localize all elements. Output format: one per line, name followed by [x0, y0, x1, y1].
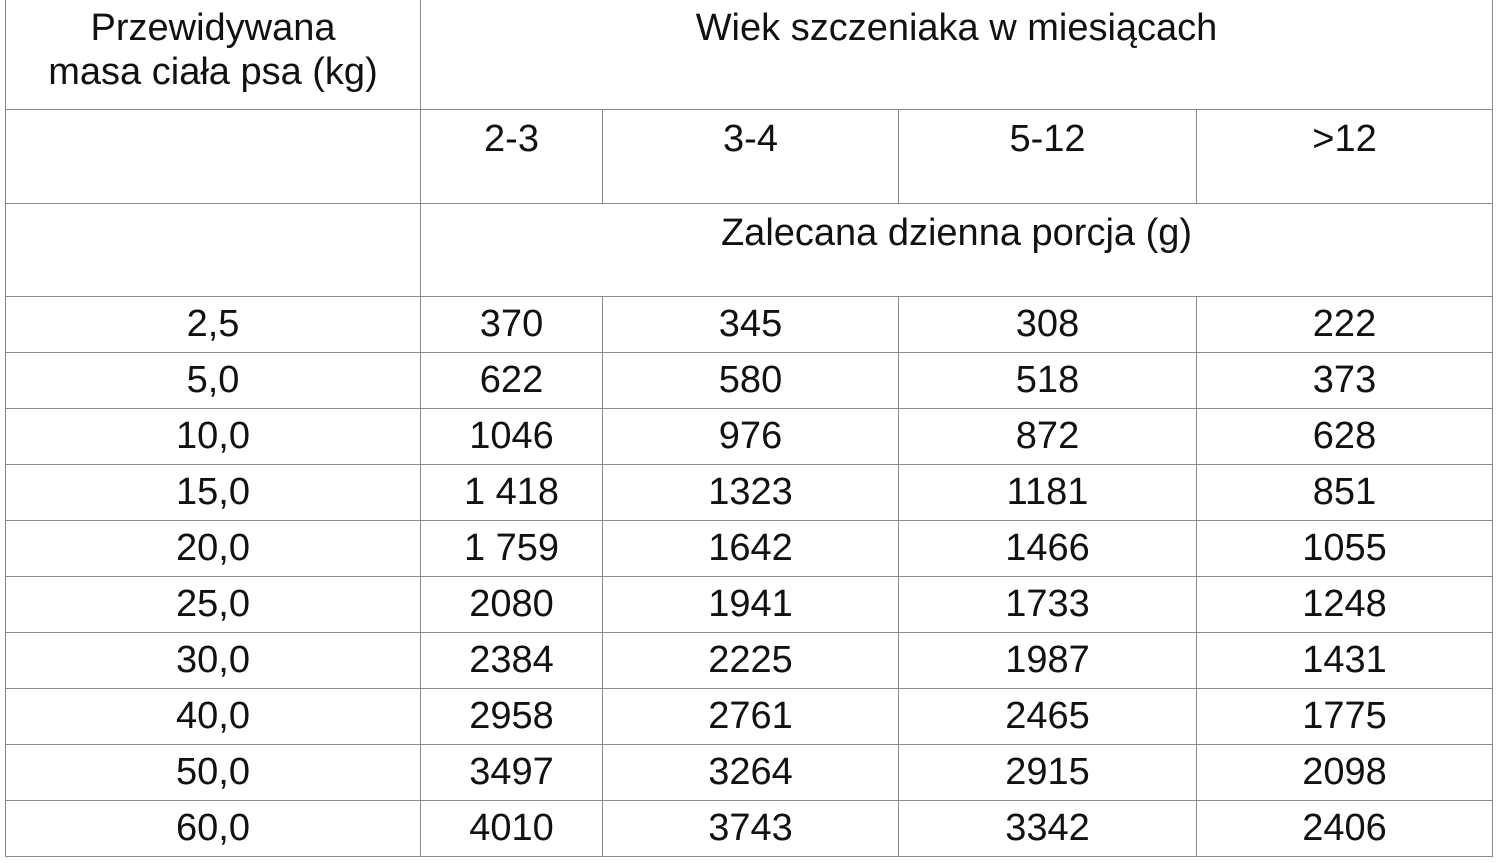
portion-cell: 580	[602, 352, 899, 409]
portion-cell: 1323	[602, 464, 899, 521]
portion-cell: 1046	[420, 408, 603, 465]
portion-cell: 628	[1196, 408, 1493, 465]
weight-header-cell: Przewidywana masa ciała psa (kg)	[5, 0, 421, 110]
weight-cell: 60,0	[5, 800, 421, 857]
weight-header-line1: Przewidywana	[90, 7, 336, 49]
header-row-portion: Zalecana dzienna porcja (g)	[5, 203, 1493, 297]
portion-cell: 1 759	[420, 520, 603, 577]
table-row: 40,0 2958 2761 2465 1775	[5, 688, 1493, 745]
header-row-age-groups: 2-3 3-4 5-12 >12	[5, 109, 1493, 204]
portion-cell: 2225	[602, 632, 899, 689]
portion-cell: 2080	[420, 576, 603, 633]
weight-cell: 30,0	[5, 632, 421, 689]
portion-cell: 2465	[898, 688, 1197, 745]
weight-cell: 10,0	[5, 408, 421, 465]
table-row: 10,0 1046 976 872 628	[5, 408, 1493, 465]
table-row: 30,0 2384 2225 1987 1431	[5, 632, 1493, 689]
table-row: 50,0 3497 3264 2915 2098	[5, 744, 1493, 801]
portion-cell: 1431	[1196, 632, 1493, 689]
portion-cell: 3497	[420, 744, 603, 801]
table-row: 60,0 4010 3743 3342 2406	[5, 800, 1493, 857]
age-group-header: >12	[1196, 109, 1493, 204]
portion-cell: 1466	[898, 520, 1197, 577]
portion-cell: 1941	[602, 576, 899, 633]
portion-cell: 2098	[1196, 744, 1493, 801]
portion-cell: 1733	[898, 576, 1197, 633]
portion-cell: 3342	[898, 800, 1197, 857]
weight-cell: 20,0	[5, 520, 421, 577]
portion-cell: 2761	[602, 688, 899, 745]
table-row: 15,0 1 418 1323 1181 851	[5, 464, 1493, 521]
feeding-table: Przewidywana masa ciała psa (kg) Wiek sz…	[5, 0, 1493, 857]
weight-cell: 40,0	[5, 688, 421, 745]
portion-cell: 1775	[1196, 688, 1493, 745]
table-row: 5,0 622 580 518 373	[5, 352, 1493, 409]
weight-cell: 50,0	[5, 744, 421, 801]
portion-cell: 3743	[602, 800, 899, 857]
empty-cell	[5, 203, 421, 297]
portion-cell: 1181	[898, 464, 1197, 521]
header-row-1: Przewidywana masa ciała psa (kg) Wiek sz…	[5, 0, 1493, 110]
portion-cell: 872	[898, 408, 1197, 465]
portion-cell: 2384	[420, 632, 603, 689]
portion-cell: 2406	[1196, 800, 1493, 857]
portion-cell: 370	[420, 296, 603, 353]
portion-cell: 1642	[602, 520, 899, 577]
portion-cell: 1055	[1196, 520, 1493, 577]
portion-cell: 4010	[420, 800, 603, 857]
portion-cell: 1248	[1196, 576, 1493, 633]
portion-cell: 518	[898, 352, 1197, 409]
portion-cell: 851	[1196, 464, 1493, 521]
empty-cell	[5, 109, 421, 204]
weight-cell: 5,0	[5, 352, 421, 409]
portion-cell: 222	[1196, 296, 1493, 353]
weight-cell: 25,0	[5, 576, 421, 633]
portion-cell: 976	[602, 408, 899, 465]
portion-cell: 373	[1196, 352, 1493, 409]
table-row: 25,0 2080 1941 1733 1248	[5, 576, 1493, 633]
portion-cell: 3264	[602, 744, 899, 801]
portion-cell: 1 418	[420, 464, 603, 521]
portion-header-cell: Zalecana dzienna porcja (g)	[420, 203, 1493, 297]
portion-cell: 1987	[898, 632, 1197, 689]
weight-cell: 2,5	[5, 296, 421, 353]
portion-cell: 2958	[420, 688, 603, 745]
portion-cell: 345	[602, 296, 899, 353]
age-group-header: 3-4	[602, 109, 899, 204]
table-row: 20,0 1 759 1642 1466 1055	[5, 520, 1493, 577]
table-row: 2,5 370 345 308 222	[5, 296, 1493, 353]
weight-header-line2: masa ciała psa (kg)	[48, 50, 378, 93]
age-group-header: 2-3	[420, 109, 603, 204]
age-group-header: 5-12	[898, 109, 1197, 204]
portion-cell: 622	[420, 352, 603, 409]
weight-cell: 15,0	[5, 464, 421, 521]
portion-cell: 308	[898, 296, 1197, 353]
portion-cell: 2915	[898, 744, 1197, 801]
age-header-cell: Wiek szczeniaka w miesiącach	[420, 0, 1493, 110]
